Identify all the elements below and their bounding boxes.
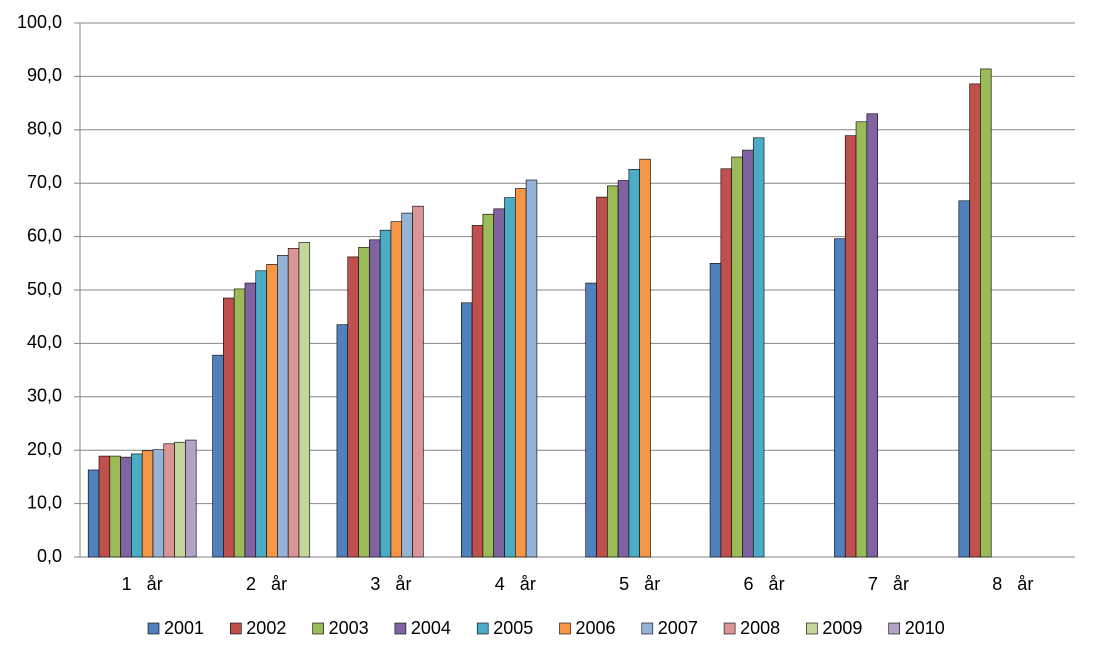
bar	[855, 121, 868, 558]
bar	[298, 242, 311, 558]
bar	[585, 282, 597, 558]
legend-label: 2008	[740, 618, 780, 638]
x-tick-label: 3 år	[370, 574, 411, 594]
bar	[358, 246, 370, 558]
bar	[120, 456, 132, 558]
bar	[515, 188, 527, 558]
legend-label: 2002	[246, 618, 286, 638]
y-tick-label: 40,0	[27, 332, 62, 352]
bar	[482, 213, 495, 558]
legend-label: 2007	[658, 618, 698, 638]
legend-label: 2001	[164, 618, 204, 638]
legend-label: 2010	[905, 618, 945, 638]
bar	[958, 200, 970, 558]
bar	[493, 208, 505, 558]
bar	[277, 254, 289, 558]
bar	[709, 262, 722, 558]
bar	[752, 137, 765, 558]
bar	[163, 443, 175, 558]
legend-label: 2004	[411, 618, 451, 638]
legend-swatch	[394, 622, 407, 635]
legend-swatch	[147, 622, 160, 635]
bar	[866, 113, 878, 558]
bar	[141, 450, 154, 558]
legend-swatch	[559, 622, 571, 635]
bar	[504, 197, 516, 558]
bar	[379, 229, 392, 558]
y-tick-label: 100,0	[17, 12, 62, 32]
bar	[185, 439, 197, 558]
bar	[525, 179, 538, 558]
bar	[742, 149, 754, 558]
bar	[347, 256, 359, 558]
legend-swatch	[888, 622, 901, 635]
legend-swatch	[312, 622, 324, 635]
bar	[287, 248, 300, 558]
legend-swatch	[641, 622, 654, 635]
y-tick-label: 30,0	[27, 386, 62, 406]
bar	[401, 212, 413, 558]
y-tick-label: 80,0	[27, 119, 62, 139]
bar	[980, 68, 992, 558]
x-tick-label: 7 år	[868, 574, 909, 594]
bar	[266, 264, 278, 558]
legend-swatch	[230, 622, 242, 635]
y-tick-label: 20,0	[27, 439, 62, 459]
bar	[369, 239, 381, 558]
x-tick-label: 8 år	[992, 574, 1033, 594]
legend-label: 2003	[329, 618, 369, 638]
y-tick-label: 10,0	[27, 492, 62, 512]
y-tick-label: 90,0	[27, 65, 62, 85]
bar	[461, 302, 473, 558]
bar	[98, 455, 111, 558]
legend-swatch	[723, 622, 736, 635]
bar	[844, 135, 857, 558]
y-tick-label: 70,0	[27, 172, 62, 192]
bar	[412, 205, 424, 558]
bar	[390, 221, 403, 558]
bar	[212, 354, 224, 558]
y-tick-label: 60,0	[27, 225, 62, 245]
bar	[87, 469, 100, 558]
bar	[617, 180, 630, 558]
legend-label: 2006	[576, 618, 616, 638]
bar	[109, 455, 121, 558]
bar	[596, 196, 608, 558]
bar	[720, 168, 732, 558]
bar	[969, 83, 981, 558]
bar	[233, 288, 246, 558]
bar	[606, 185, 619, 558]
bar	[639, 158, 651, 558]
bar	[628, 169, 640, 558]
x-tick-label: 4 år	[495, 574, 536, 594]
bar	[152, 449, 165, 558]
legend-swatch	[476, 622, 489, 635]
x-tick-label: 5 år	[619, 574, 660, 594]
legend-label: 2009	[822, 618, 862, 638]
bar	[336, 324, 349, 558]
x-tick-label: 6 år	[744, 574, 785, 594]
bar	[223, 297, 235, 558]
legend-swatch	[806, 622, 818, 635]
bar	[244, 282, 257, 558]
y-tick-label: 50,0	[27, 279, 62, 299]
x-tick-label: 2 år	[246, 574, 287, 594]
legend-label: 2005	[493, 618, 533, 638]
bar	[174, 441, 186, 558]
y-tick-label: 0,0	[37, 546, 62, 566]
bar	[731, 156, 743, 558]
x-tick-label: 1 år	[122, 574, 163, 594]
bar	[131, 453, 143, 558]
bar	[471, 225, 484, 558]
bar	[255, 270, 267, 558]
bar	[834, 238, 846, 558]
